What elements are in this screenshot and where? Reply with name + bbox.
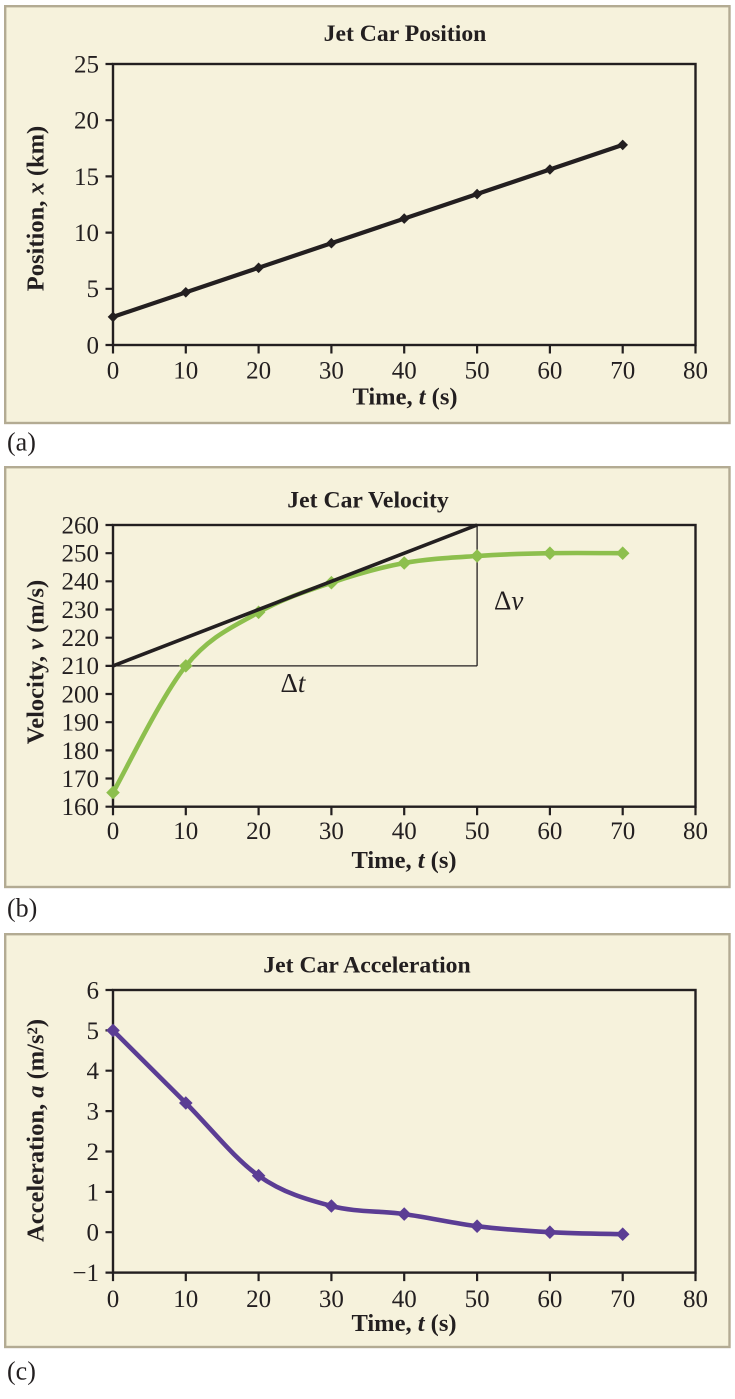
svg-text:Acceleration, a (m/s²): Acceleration, a (m/s²) <box>23 1019 50 1242</box>
svg-text:60: 60 <box>537 358 562 385</box>
svg-text:Time, t (s): Time, t (s) <box>351 1310 456 1337</box>
svg-text:30: 30 <box>319 358 344 385</box>
svg-text:Velocity, v (m/s): Velocity, v (m/s) <box>23 580 50 744</box>
svg-text:(c): (c) <box>7 1357 36 1386</box>
svg-text:10: 10 <box>74 220 99 247</box>
svg-text:30: 30 <box>319 1286 344 1313</box>
svg-text:60: 60 <box>537 1286 562 1313</box>
svg-text:Jet Car Velocity: Jet Car Velocity <box>287 488 449 514</box>
svg-text:260: 260 <box>62 512 100 539</box>
svg-text:15: 15 <box>74 164 99 191</box>
svg-text:2: 2 <box>87 1139 100 1166</box>
svg-text:80: 80 <box>683 818 708 845</box>
svg-text:Δv: Δv <box>494 586 523 616</box>
svg-text:−1: −1 <box>72 1260 99 1287</box>
svg-text:5: 5 <box>87 1018 100 1045</box>
svg-text:Time, t (s): Time, t (s) <box>351 847 456 874</box>
svg-text:5: 5 <box>87 276 100 303</box>
svg-text:250: 250 <box>62 541 100 568</box>
svg-text:10: 10 <box>173 818 198 845</box>
svg-text:190: 190 <box>62 710 100 737</box>
svg-text:6: 6 <box>87 977 100 1004</box>
svg-text:20: 20 <box>246 818 271 845</box>
svg-text:30: 30 <box>319 818 344 845</box>
svg-text:10: 10 <box>173 1286 198 1313</box>
svg-text:Jet Car Acceleration: Jet Car Acceleration <box>263 953 470 979</box>
svg-text:Δt: Δt <box>281 668 307 698</box>
svg-text:0: 0 <box>107 358 120 385</box>
svg-text:0: 0 <box>107 818 120 845</box>
svg-text:50: 50 <box>465 818 490 845</box>
svg-text:40: 40 <box>392 358 417 385</box>
svg-text:70: 70 <box>610 818 635 845</box>
svg-text:Jet Car Position: Jet Car Position <box>324 21 487 47</box>
svg-text:220: 220 <box>62 625 100 652</box>
svg-text:3: 3 <box>87 1099 100 1126</box>
svg-text:20: 20 <box>74 108 99 135</box>
svg-text:160: 160 <box>62 794 100 821</box>
svg-text:170: 170 <box>62 766 100 793</box>
svg-text:0: 0 <box>87 332 100 359</box>
svg-text:(a): (a) <box>7 428 36 457</box>
svg-text:Time, t (s): Time, t (s) <box>352 384 457 411</box>
svg-text:210: 210 <box>62 653 100 680</box>
svg-text:80: 80 <box>683 358 708 385</box>
svg-text:80: 80 <box>683 1286 708 1313</box>
svg-text:180: 180 <box>62 738 100 765</box>
svg-text:0: 0 <box>107 1286 120 1313</box>
svg-text:0: 0 <box>87 1220 100 1247</box>
svg-text:20: 20 <box>246 1286 271 1313</box>
svg-text:50: 50 <box>465 1286 490 1313</box>
svg-text:10: 10 <box>173 358 198 385</box>
svg-text:Position, x (km): Position, x (km) <box>23 126 50 291</box>
svg-text:40: 40 <box>392 1286 417 1313</box>
svg-text:70: 70 <box>610 358 635 385</box>
svg-text:4: 4 <box>87 1058 100 1085</box>
svg-text:(b): (b) <box>7 894 37 923</box>
svg-text:230: 230 <box>62 597 100 624</box>
svg-text:50: 50 <box>465 358 490 385</box>
svg-text:1: 1 <box>87 1179 100 1206</box>
svg-text:25: 25 <box>74 51 99 78</box>
svg-text:70: 70 <box>610 1286 635 1313</box>
svg-text:60: 60 <box>537 818 562 845</box>
svg-text:20: 20 <box>246 358 271 385</box>
svg-text:40: 40 <box>392 818 417 845</box>
svg-text:200: 200 <box>62 681 100 708</box>
svg-text:240: 240 <box>62 569 100 596</box>
